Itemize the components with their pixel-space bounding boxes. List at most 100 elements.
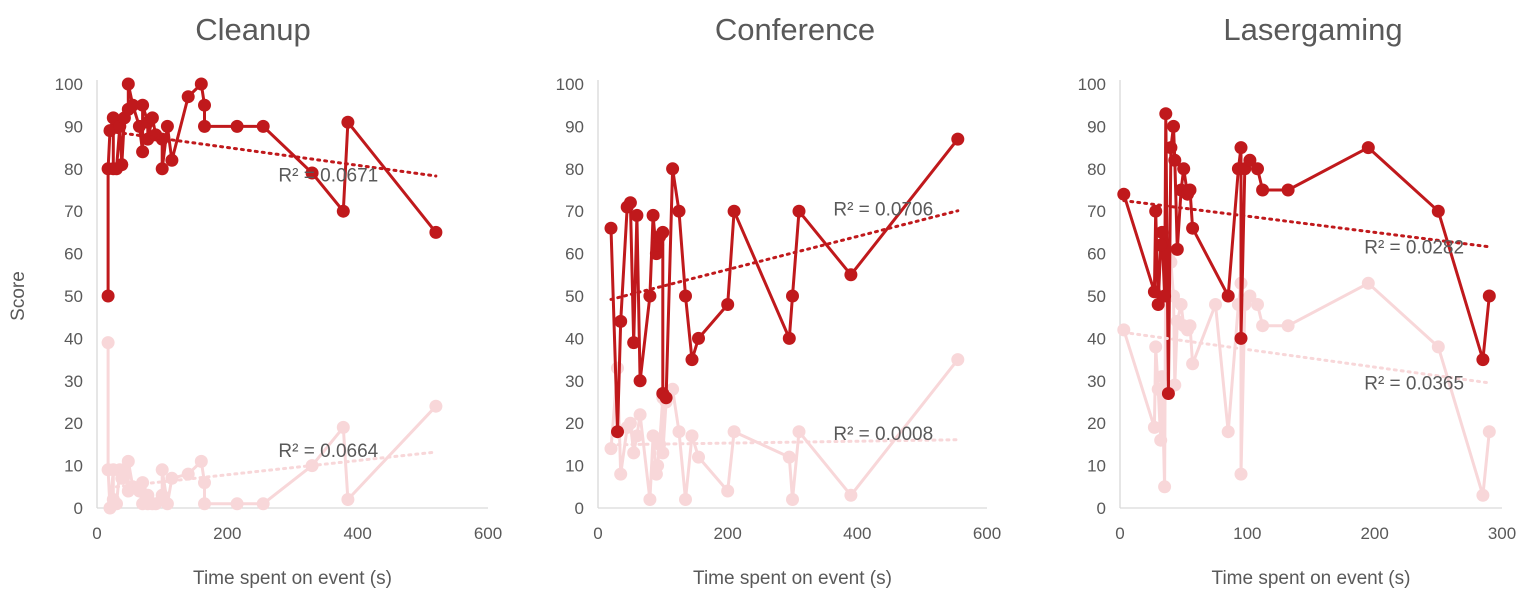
data-point — [1482, 289, 1496, 303]
data-point — [194, 454, 208, 468]
data-point — [844, 488, 858, 502]
data-point — [1234, 467, 1248, 481]
data-point — [721, 484, 735, 498]
y-tick-label: 80 — [1087, 160, 1106, 179]
data-point — [256, 497, 270, 511]
x-tick-label: 400 — [843, 524, 871, 543]
y-tick-label: 70 — [565, 202, 584, 221]
data-point — [614, 467, 628, 481]
y-tick-label: 0 — [74, 499, 83, 518]
data-point — [1186, 221, 1200, 235]
data-point — [1221, 425, 1235, 439]
data-point — [1147, 285, 1161, 299]
y-tick-label: 60 — [1087, 245, 1106, 264]
data-point — [685, 429, 699, 443]
series-light — [101, 336, 443, 515]
data-point — [656, 225, 670, 239]
y-tick-label: 0 — [1097, 499, 1106, 518]
data-point — [1256, 319, 1270, 333]
data-point — [1281, 319, 1295, 333]
x-tick-label: 0 — [1115, 524, 1124, 543]
data-point — [1221, 289, 1235, 303]
data-point — [341, 493, 355, 506]
y-tick-label: 50 — [1087, 287, 1106, 306]
x-tick-label: 600 — [973, 524, 1001, 543]
data-point — [685, 353, 699, 367]
data-point — [101, 336, 115, 350]
data-point — [1117, 323, 1131, 337]
data-point — [256, 119, 270, 133]
data-point — [1186, 357, 1200, 371]
chart-title: Cleanup — [195, 12, 310, 47]
trendline — [609, 438, 960, 447]
data-point — [1243, 289, 1257, 303]
data-point — [643, 289, 657, 303]
y-tick-label: 100 — [1078, 75, 1106, 94]
data-point — [1281, 183, 1295, 197]
data-point — [1170, 242, 1184, 256]
y-tick-label: 50 — [64, 287, 83, 306]
y-tick-label: 70 — [1087, 202, 1106, 221]
data-point — [951, 353, 965, 367]
data-point — [155, 132, 169, 146]
data-point — [604, 221, 618, 235]
y-tick-label: 30 — [64, 372, 83, 391]
series-line — [609, 138, 959, 434]
chart-0: Cleanup 0 10 20 30 40 50 60 70 80 90 100 0 200 400 600 T… — [8, 12, 502, 589]
y-tick-label: 80 — [565, 160, 584, 179]
data-point — [198, 476, 211, 490]
data-point — [792, 425, 806, 439]
data-point — [844, 268, 858, 282]
data-point — [721, 298, 735, 311]
data-point — [136, 145, 150, 159]
y-tick-label: 80 — [64, 160, 83, 179]
data-point — [679, 493, 692, 506]
data-point — [611, 361, 624, 375]
data-point — [103, 124, 117, 138]
data-point — [1154, 433, 1168, 447]
r2-label: R² = 0.0282 — [1364, 238, 1464, 259]
chart-1: Conference 0 10 20 30 40 50 60 70 80 90 100 0 200 400 6… — [556, 12, 1002, 589]
data-point — [1243, 153, 1257, 167]
data-point — [198, 497, 211, 511]
data-point — [627, 446, 641, 460]
x-tick-label: 400 — [343, 524, 371, 543]
data-point — [194, 77, 208, 91]
data-point — [181, 467, 195, 481]
x-tick-label: 600 — [474, 524, 502, 543]
y-tick-label: 90 — [64, 117, 83, 136]
data-point — [1177, 162, 1191, 176]
data-point — [160, 497, 174, 511]
data-point — [230, 119, 244, 133]
data-point — [672, 204, 686, 218]
data-point — [121, 454, 135, 468]
data-point — [1174, 298, 1188, 311]
data-point — [136, 476, 150, 490]
series-dark — [604, 132, 965, 439]
data-point — [181, 90, 195, 104]
x-axis-label: Time spent on event (s) — [193, 568, 392, 589]
y-tick-label: 40 — [64, 329, 83, 348]
data-point — [136, 98, 150, 112]
data-point — [115, 158, 129, 172]
y-tick-label: 20 — [1087, 414, 1106, 433]
x-tick-label: 100 — [1233, 524, 1261, 543]
data-point — [230, 497, 244, 511]
chart-title: Lasergaming — [1223, 12, 1402, 47]
x-tick-label: 0 — [92, 524, 101, 543]
data-point — [1158, 480, 1172, 494]
y-tick-label: 100 — [55, 75, 83, 94]
y-tick-label: 30 — [565, 372, 584, 391]
data-point — [1159, 107, 1173, 121]
data-point — [951, 132, 965, 146]
data-point — [1209, 298, 1222, 311]
x-tick-label: 200 — [1360, 524, 1388, 543]
y-tick-label: 70 — [64, 202, 83, 221]
data-point — [1183, 183, 1197, 197]
data-point — [692, 331, 705, 345]
data-point — [1431, 204, 1445, 218]
data-point — [1155, 225, 1169, 239]
data-point — [198, 119, 211, 133]
data-point — [1147, 420, 1161, 434]
data-point — [1476, 353, 1490, 367]
